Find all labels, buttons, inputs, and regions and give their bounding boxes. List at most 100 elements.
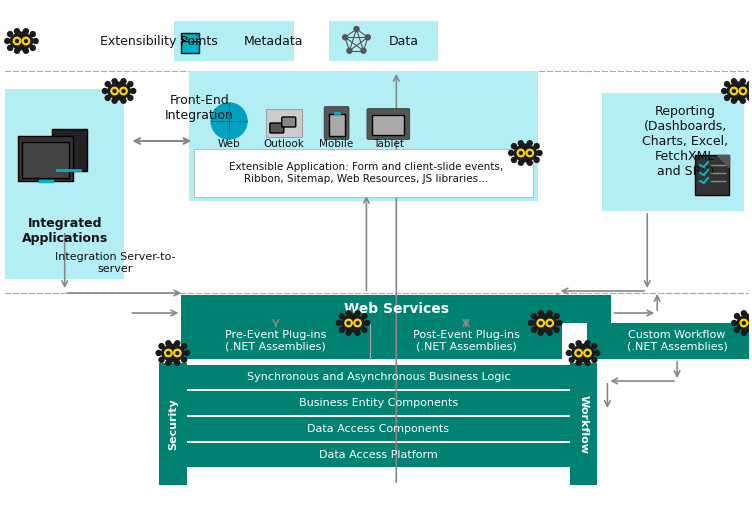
FancyBboxPatch shape — [371, 323, 562, 359]
Circle shape — [569, 357, 575, 362]
Circle shape — [114, 82, 119, 86]
Circle shape — [173, 357, 177, 362]
Circle shape — [733, 82, 738, 86]
Circle shape — [518, 160, 523, 165]
Circle shape — [541, 328, 545, 332]
Circle shape — [746, 316, 752, 330]
FancyBboxPatch shape — [569, 363, 597, 485]
FancyBboxPatch shape — [270, 123, 284, 133]
Circle shape — [356, 320, 361, 326]
Circle shape — [528, 151, 533, 155]
Circle shape — [348, 328, 353, 332]
Circle shape — [343, 35, 347, 40]
Circle shape — [354, 27, 359, 32]
Circle shape — [744, 328, 748, 332]
FancyBboxPatch shape — [187, 443, 569, 467]
Circle shape — [342, 316, 355, 330]
Circle shape — [547, 311, 552, 316]
Circle shape — [539, 321, 542, 324]
Circle shape — [171, 346, 184, 360]
Circle shape — [520, 152, 523, 154]
Circle shape — [725, 82, 729, 86]
Circle shape — [14, 37, 20, 45]
Circle shape — [576, 360, 581, 365]
Circle shape — [347, 48, 352, 53]
FancyBboxPatch shape — [5, 93, 125, 241]
Circle shape — [346, 311, 351, 316]
Circle shape — [184, 351, 190, 356]
Circle shape — [744, 314, 748, 318]
Circle shape — [583, 343, 588, 349]
Circle shape — [732, 79, 736, 84]
FancyBboxPatch shape — [181, 41, 199, 53]
Circle shape — [33, 38, 38, 43]
Circle shape — [578, 357, 583, 362]
Circle shape — [348, 314, 353, 318]
Circle shape — [128, 96, 133, 100]
Text: Front-End
Integration: Front-End Integration — [165, 94, 234, 122]
Circle shape — [354, 319, 361, 327]
Circle shape — [365, 35, 370, 40]
Circle shape — [741, 89, 744, 92]
Circle shape — [20, 34, 32, 48]
Text: Security: Security — [168, 398, 178, 450]
FancyBboxPatch shape — [329, 114, 344, 136]
Circle shape — [518, 141, 523, 146]
Circle shape — [117, 84, 130, 98]
Circle shape — [120, 87, 127, 95]
Circle shape — [543, 316, 556, 330]
Circle shape — [740, 319, 747, 327]
Circle shape — [122, 88, 127, 94]
Circle shape — [112, 98, 117, 103]
Circle shape — [182, 357, 186, 362]
Text: Metadata: Metadata — [244, 35, 304, 48]
Circle shape — [517, 149, 525, 157]
Circle shape — [569, 343, 575, 349]
Text: Pre-Event Plug-ins
(.NET Assemblies): Pre-Event Plug-ins (.NET Assemblies) — [225, 330, 326, 352]
Circle shape — [14, 48, 20, 53]
Circle shape — [30, 32, 35, 37]
FancyBboxPatch shape — [18, 136, 73, 181]
Circle shape — [741, 320, 746, 326]
Circle shape — [537, 151, 542, 155]
FancyBboxPatch shape — [194, 149, 532, 197]
Circle shape — [525, 157, 530, 162]
Circle shape — [741, 79, 745, 84]
Circle shape — [111, 88, 117, 94]
Circle shape — [159, 357, 164, 362]
Circle shape — [345, 320, 350, 326]
Circle shape — [546, 319, 553, 327]
Text: Custom Workflow
(.NET Assemblies): Custom Workflow (.NET Assemblies) — [626, 330, 727, 352]
Circle shape — [586, 352, 589, 355]
FancyBboxPatch shape — [5, 91, 125, 231]
FancyBboxPatch shape — [187, 391, 569, 415]
Circle shape — [525, 144, 530, 149]
Circle shape — [750, 88, 752, 94]
Circle shape — [566, 351, 572, 356]
Circle shape — [355, 330, 360, 335]
Circle shape — [345, 319, 352, 327]
Text: Web Services: Web Services — [344, 302, 449, 316]
Circle shape — [572, 346, 585, 360]
Text: Reporting
(Dashboards,
Charts, Excel,
FetchXML
and SRS): Reporting (Dashboards, Charts, Excel, Fe… — [642, 105, 729, 177]
Circle shape — [532, 314, 536, 318]
Circle shape — [102, 88, 108, 94]
FancyBboxPatch shape — [190, 71, 538, 201]
Circle shape — [23, 29, 29, 34]
Circle shape — [21, 45, 26, 51]
Circle shape — [739, 87, 747, 95]
Circle shape — [162, 346, 175, 360]
FancyBboxPatch shape — [181, 295, 611, 323]
Circle shape — [175, 351, 180, 356]
Circle shape — [595, 351, 600, 356]
Circle shape — [21, 32, 26, 37]
Text: Data: Data — [388, 35, 418, 48]
Circle shape — [17, 32, 22, 37]
Text: Data Access Components: Data Access Components — [308, 424, 450, 434]
Circle shape — [23, 48, 29, 53]
Circle shape — [5, 38, 10, 43]
Circle shape — [529, 152, 531, 154]
Circle shape — [112, 79, 117, 84]
Circle shape — [548, 321, 551, 324]
Text: Extensible Application: Form and client-slide events,
Ribbon, Sitemap, Web Resou: Extensible Application: Form and client-… — [229, 162, 504, 184]
